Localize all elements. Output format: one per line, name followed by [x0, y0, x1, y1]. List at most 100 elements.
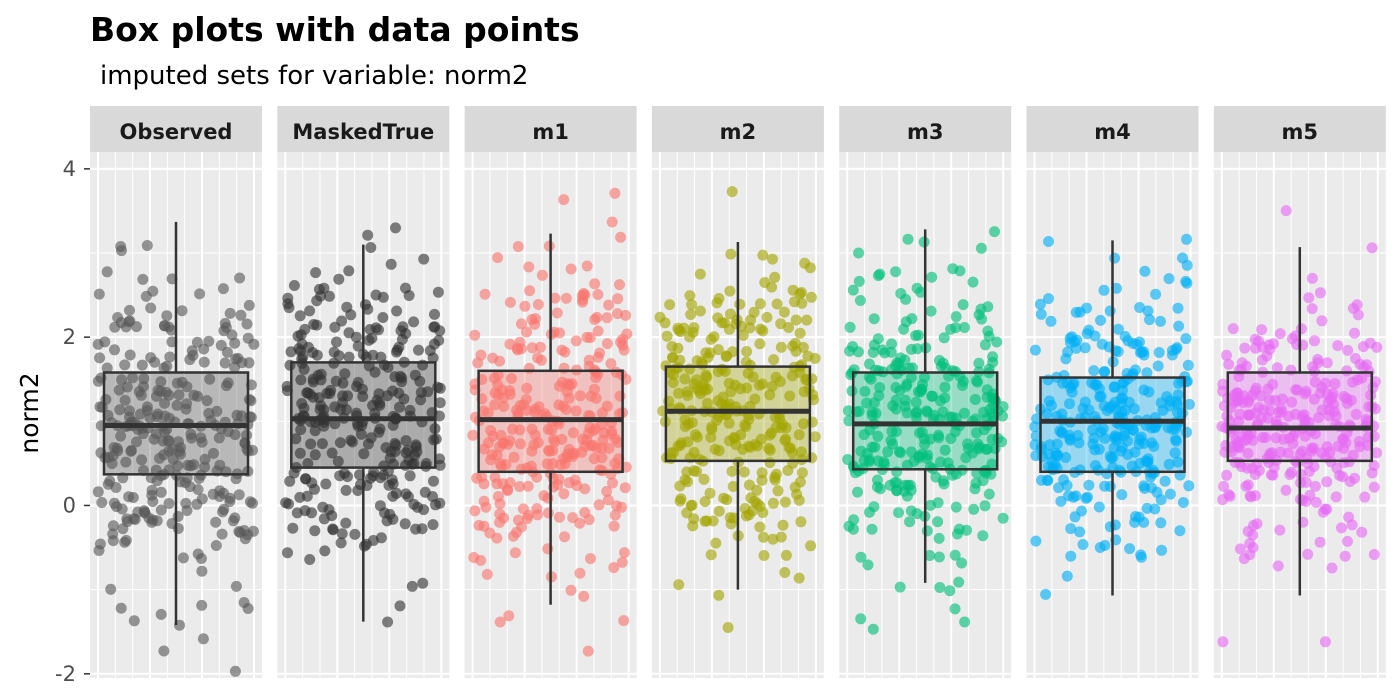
data-point — [970, 375, 982, 387]
data-point — [1296, 445, 1308, 457]
data-point — [227, 515, 239, 527]
data-point — [754, 338, 766, 350]
data-point — [1217, 636, 1229, 648]
data-point — [1064, 398, 1075, 410]
data-point — [105, 583, 117, 595]
data-point — [1240, 480, 1252, 492]
data-point — [1287, 438, 1299, 449]
data-point — [1170, 435, 1182, 447]
data-point — [576, 290, 588, 301]
data-point — [960, 452, 972, 464]
data-point — [173, 389, 185, 401]
data-point — [1088, 432, 1100, 444]
facet-panel: m5 — [1213, 106, 1386, 678]
data-point — [107, 535, 119, 547]
data-point — [315, 374, 327, 386]
data-point — [618, 615, 630, 627]
data-point — [335, 537, 347, 549]
data-point — [1246, 462, 1258, 474]
data-point — [794, 327, 806, 339]
data-point — [163, 464, 175, 476]
data-point — [1182, 359, 1194, 371]
data-point — [1314, 536, 1326, 548]
data-point — [128, 615, 140, 627]
data-point — [516, 521, 528, 533]
data-point — [242, 603, 254, 614]
data-point — [339, 368, 351, 380]
data-point — [516, 318, 527, 330]
data-point — [370, 289, 382, 301]
data-point — [290, 433, 302, 445]
data-point — [224, 307, 236, 319]
data-point — [1264, 344, 1276, 355]
data-point — [1314, 287, 1326, 299]
data-point — [119, 394, 131, 406]
data-point — [1099, 480, 1111, 492]
data-point — [809, 431, 821, 443]
data-point — [391, 305, 403, 317]
data-point — [601, 338, 613, 350]
box — [1039, 376, 1186, 474]
data-point — [847, 341, 859, 353]
data-point — [767, 253, 778, 265]
data-point — [522, 480, 534, 492]
data-point — [723, 417, 735, 429]
data-point — [521, 382, 533, 394]
data-point — [1287, 333, 1298, 345]
data-point — [755, 323, 767, 335]
data-point — [1217, 385, 1229, 397]
data-point — [735, 429, 747, 441]
data-point — [694, 268, 706, 280]
data-point — [722, 622, 734, 633]
data-point — [583, 360, 595, 372]
data-point — [1270, 432, 1282, 444]
data-point — [1173, 320, 1185, 332]
data-point — [1354, 441, 1366, 453]
data-point — [864, 506, 875, 518]
data-point — [940, 362, 952, 374]
data-point — [410, 523, 422, 535]
data-point — [521, 326, 532, 338]
data-point — [332, 455, 344, 467]
data-point — [1119, 426, 1131, 438]
data-point — [296, 338, 308, 350]
data-point — [754, 521, 766, 533]
data-point — [417, 577, 429, 589]
data-point — [843, 405, 854, 417]
data-point — [799, 257, 811, 269]
data-point — [890, 403, 902, 415]
data-point — [172, 523, 184, 534]
data-point — [336, 315, 348, 327]
data-point — [1043, 236, 1054, 247]
data-point — [589, 278, 601, 290]
data-point — [727, 346, 738, 358]
data-point — [311, 319, 323, 331]
data-point — [495, 429, 507, 441]
data-point — [775, 422, 787, 434]
data-point — [1172, 302, 1184, 314]
data-point — [959, 322, 970, 333]
data-point — [1099, 366, 1111, 378]
data-point — [1274, 524, 1286, 536]
data-point — [294, 447, 306, 459]
data-point — [195, 432, 207, 444]
data-point — [1234, 408, 1246, 420]
data-point — [315, 290, 327, 302]
data-point — [411, 446, 423, 458]
data-point — [619, 547, 630, 559]
data-point — [973, 357, 985, 369]
data-point — [1030, 450, 1042, 462]
data-point — [358, 448, 370, 460]
data-point — [201, 395, 213, 407]
data-point — [1155, 397, 1167, 409]
data-point — [785, 442, 796, 454]
data-point — [1304, 489, 1316, 501]
data-point — [979, 339, 991, 351]
data-point — [328, 346, 340, 358]
data-point — [1234, 543, 1246, 555]
y-tick-label: -2 — [55, 662, 76, 686]
data-point — [355, 428, 367, 440]
data-point — [1171, 396, 1183, 407]
data-point — [494, 441, 505, 453]
data-point — [1303, 416, 1315, 428]
